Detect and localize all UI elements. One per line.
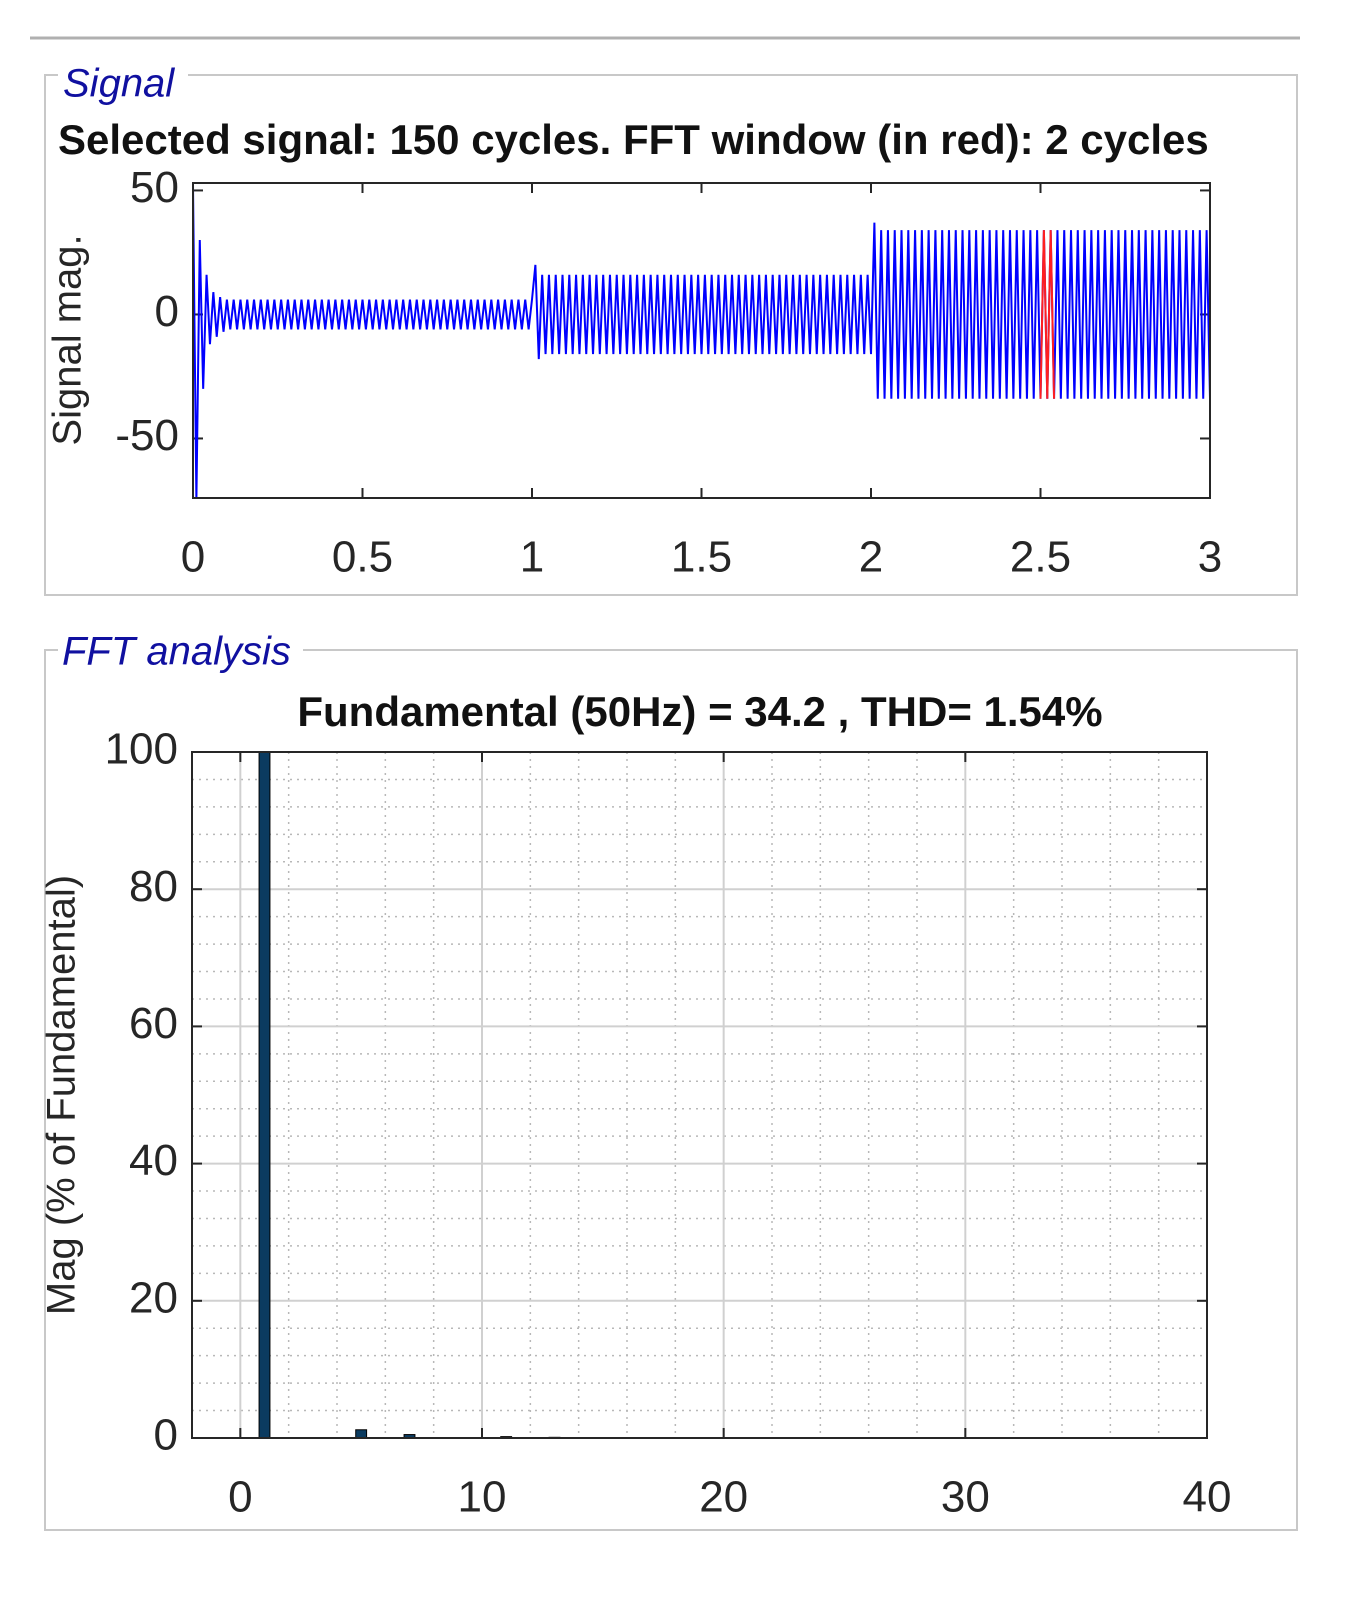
y-tick-label: 100 [105, 725, 178, 774]
panel-title-bg [58, 60, 188, 100]
panel-frame [44, 74, 1298, 596]
y-tick-label: 0 [155, 287, 179, 336]
y-tick-label: 60 [129, 999, 178, 1048]
plot-frame [191, 751, 1208, 1439]
x-tick-label: 2.5 [1010, 533, 1071, 582]
signal-line [1039, 230, 1056, 399]
panel-title-bg [58, 632, 303, 672]
plot-frame [192, 182, 1211, 499]
bar [258, 752, 271, 1438]
y-tick-label: 40 [129, 1136, 178, 1185]
y-tick-label: 20 [129, 1273, 178, 1322]
x-tick-label: 10 [458, 1473, 507, 1522]
x-tick-label: 0.5 [332, 533, 393, 582]
panel-frame [44, 649, 1298, 1531]
chart-title: Selected signal: 150 cycles. FFT window … [58, 116, 1209, 163]
x-tick-label: 1 [520, 533, 544, 582]
y-tick-label: 0 [154, 1411, 178, 1460]
x-tick-label: 0 [228, 1473, 252, 1522]
title-clip: Selected signal: 150 cycles. FFT window … [58, 116, 1209, 163]
x-tick-label: 3 [1198, 533, 1222, 582]
x-tick-label: 2 [859, 533, 883, 582]
panel-title: FFT analysis [62, 630, 291, 674]
y-tick-label: -50 [115, 411, 179, 460]
bar [355, 1429, 368, 1438]
y-tick-label: 80 [129, 862, 178, 911]
x-tick-label: 0 [181, 533, 205, 582]
chart-title: Fundamental (50Hz) = 34.2 , THD= 1.54% [297, 688, 1102, 735]
y-tick-label: 50 [130, 163, 179, 212]
plot [193, 185, 1210, 498]
x-tick-label: 20 [699, 1473, 748, 1522]
y-axis-label: Mag (% of Fundamental) [40, 875, 84, 1315]
plot-area [192, 752, 1207, 1438]
y-axis-label: Signal mag. [46, 234, 90, 445]
x-tick-label: 40 [1183, 1473, 1232, 1522]
x-tick-label: 30 [941, 1473, 990, 1522]
grid [192, 751, 1208, 1439]
panel-title: Signal [63, 62, 175, 106]
x-tick-label: 1.5 [671, 533, 732, 582]
